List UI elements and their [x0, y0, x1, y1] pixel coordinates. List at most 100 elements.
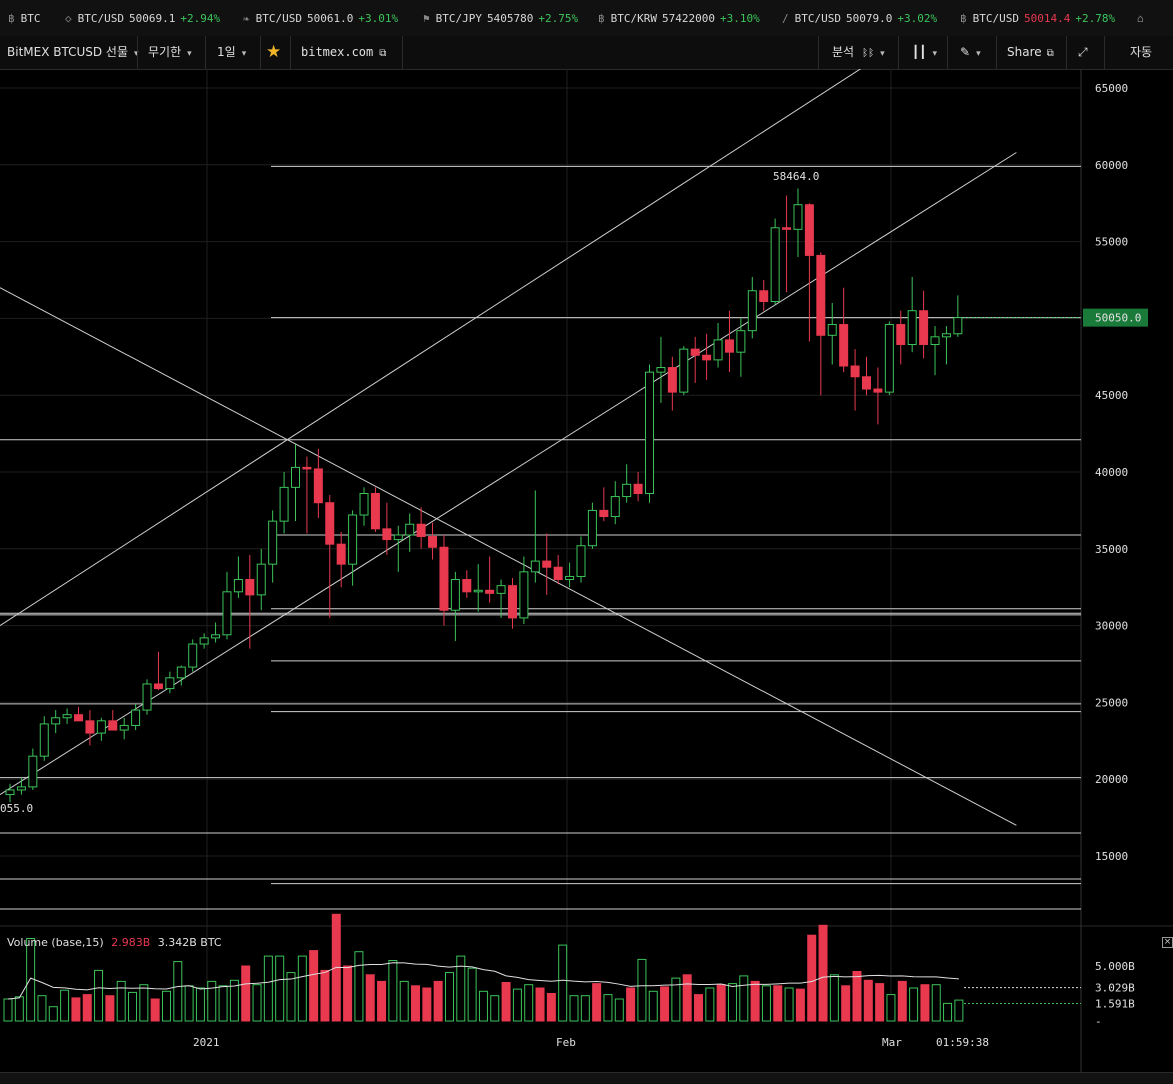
candle-down [74, 714, 84, 722]
volume-bar-up [569, 995, 579, 1022]
price-tick-label: 25000 [1095, 696, 1128, 709]
volume-bar-up [26, 938, 36, 1022]
symbol-label: BitMEX BTCUSD 선물 [7, 45, 129, 59]
candle-up [51, 717, 61, 725]
price-tick-label: 15000 [1095, 850, 1128, 863]
contract-selector[interactable]: 무기한 ▾ [148, 36, 192, 69]
candle-down [370, 493, 380, 530]
share-button[interactable]: Share ⧉ [1007, 36, 1054, 69]
site-link[interactable]: bitmex.com ⧉ [301, 36, 386, 69]
candle-up [884, 324, 894, 393]
candle-type-button[interactable]: ┃┃ ▾ [912, 36, 937, 69]
auto-label: 자동 [1130, 45, 1153, 59]
price-tick-label: 35000 [1095, 543, 1128, 556]
ticker-change: +3.02% [897, 12, 938, 25]
candle-up [473, 589, 483, 593]
candle-up [645, 371, 655, 495]
bank-icon: ⌂ [1137, 12, 1144, 25]
volume-bar-down [150, 998, 160, 1022]
close-icon[interactable]: × [1162, 937, 1173, 948]
volume-bar-up [94, 969, 104, 1022]
candle-down [816, 254, 826, 336]
volume-ma-line [7, 962, 959, 1000]
volume-bar-up [761, 985, 771, 1022]
volume-bar-up [943, 1002, 953, 1022]
volume-bar-up [456, 955, 466, 1022]
ticker-item[interactable]: ⚑ BTC/JPY 5405780 +2.75% [423, 12, 583, 25]
volume-bar-up [48, 1006, 58, 1022]
high-label: 58464.0 [773, 170, 819, 183]
volume-bar-up [399, 980, 409, 1022]
candle-up [96, 720, 106, 734]
price-tick-label: 30000 [1095, 620, 1128, 633]
fullscreen-button[interactable]: ⤢ [1078, 36, 1088, 69]
volume-series [3, 913, 1081, 1022]
volume-bar-up [354, 951, 364, 1022]
candle-up [496, 585, 506, 594]
volume-tick-label: 1.591B [1095, 997, 1135, 1010]
price-tick-label: 20000 [1095, 773, 1128, 786]
ticker-item[interactable]: ∕ BTC/USD 50079.0 +3.02% [782, 12, 942, 25]
ticker-price: 5405780 [486, 12, 534, 25]
volume-bar-up [671, 977, 681, 1022]
star-icon[interactable]: ★ [266, 42, 282, 62]
trendline [0, 69, 862, 627]
countdown-label: 01:59:38 [936, 1036, 989, 1049]
candle-down [553, 566, 563, 581]
candle-down [542, 560, 552, 568]
candle-up [39, 723, 49, 757]
volume-bar-up [229, 979, 239, 1022]
volume-bar-down [241, 965, 251, 1022]
ticker-item[interactable]: ฿ BTC/KRW 57422000 +3.10% [598, 12, 765, 25]
price-tick-label: 45000 [1095, 389, 1128, 402]
volume-bar-up [603, 994, 613, 1022]
volume-bar-up [14, 996, 24, 1022]
auto-scale-button[interactable]: 자동 [1130, 36, 1152, 69]
candle-up [530, 560, 540, 573]
ticker-item[interactable]: ❧ BTC/USD 50061.0 +3.01% [243, 12, 403, 25]
divider [1104, 36, 1105, 69]
divider [205, 36, 206, 69]
volume-bar-up [444, 972, 454, 1022]
current-price-label: 50050.0 [1095, 312, 1141, 325]
candle-down [782, 227, 792, 230]
volume-bar-down [716, 984, 726, 1022]
ticker-change: +3.01% [358, 12, 399, 25]
time-tick-label: 2021 [193, 1036, 220, 1049]
candle-down [428, 536, 438, 548]
volume-bar-up [705, 987, 715, 1022]
volume-bar-up [467, 967, 477, 1022]
flag-icon: ⚑ [423, 12, 430, 25]
candle-up [393, 534, 403, 541]
leaf-icon: ❧ [243, 12, 250, 25]
candle-down [633, 483, 643, 495]
ticker-symbol: BTC/JPY [435, 12, 482, 25]
interval-selector[interactable]: 1일 ▾ [217, 36, 246, 69]
chart-toolbar: BitMEX BTCUSD 선물 ▾ 무기한 ▾ 1일 ▾ ★ bitmex.com ⧉… [0, 36, 1173, 70]
analysis-button[interactable]: 분석 ᛒᛒ ▾ [832, 36, 885, 69]
candle-up [793, 204, 803, 230]
trendline [0, 287, 1017, 826]
symbol-selector[interactable]: BitMEX BTCUSD 선물 ▾ [7, 36, 139, 69]
volume-bar-down [897, 980, 907, 1022]
candle-up [450, 579, 460, 611]
candle-up [827, 324, 837, 336]
volume-bar-up [478, 990, 488, 1022]
bitcoin-icon: ฿ [598, 12, 605, 25]
horizontal-levels[interactable] [0, 165, 1081, 910]
candle-down [153, 683, 163, 690]
ticker-item[interactable]: ⌂ [1137, 12, 1150, 25]
candle-up [199, 637, 209, 645]
volume-bar-down [875, 983, 885, 1022]
candle-down [850, 365, 860, 378]
ticker-item[interactable]: ◇ BTC/USD 50069.1 +2.94% [65, 12, 225, 25]
chart-axes: 6500060000550005000045000400003500030000… [193, 82, 1148, 1049]
ticker-item[interactable]: ฿ BTC/USD 50014.4 +2.78% [960, 12, 1120, 25]
ticker-item[interactable]: ฿ BTC [8, 12, 46, 25]
volume-bar-down [682, 974, 692, 1022]
ticker-bar: ฿ BTC ◇ BTC/USD 50069.1 +2.94% ❧ BTC/USD 50061.0… [0, 0, 1173, 37]
draw-tool-button[interactable]: ✎ ▾ [960, 36, 981, 69]
candlestick-icon: ┃┃ [912, 45, 927, 59]
candle-up [770, 227, 780, 303]
